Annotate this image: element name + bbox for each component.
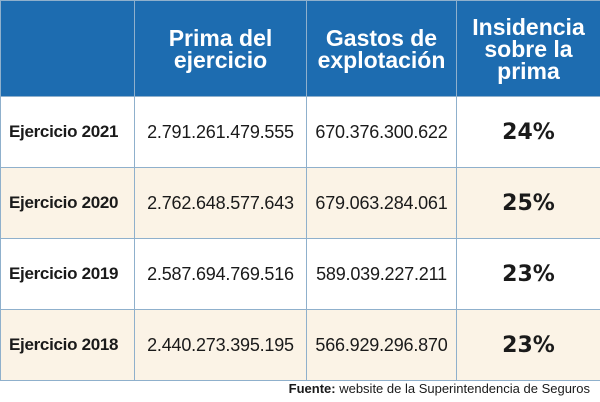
- source-text: website de la Superintendencia de Seguro…: [335, 381, 590, 396]
- source-note: Fuente: website de la Superintendencia d…: [289, 381, 590, 396]
- insidencia-cell: 23%: [456, 238, 600, 310]
- header-row: Prima del ejercicio Gastos de explotació…: [0, 0, 600, 97]
- insidencia-cell: 25%: [456, 167, 600, 239]
- header-insidencia: Insidencia sobre la prima: [456, 0, 600, 97]
- gastos-cell: 566.929.296.870: [306, 309, 457, 381]
- header-gastos: Gastos de explotación: [306, 0, 457, 97]
- table-row: Ejercicio 2018 2.440.273.395.195 566.929…: [0, 309, 600, 381]
- header-corner-cell: [0, 0, 135, 97]
- header-prima-label: Prima del ejercicio: [168, 24, 273, 73]
- prima-cell: 2.762.648.577.643: [134, 167, 307, 239]
- prima-cell: 2.440.273.395.195: [134, 309, 307, 381]
- table-row: Ejercicio 2019 2.587.694.769.516 589.039…: [0, 238, 600, 310]
- row-label: Ejercicio 2019: [0, 238, 135, 310]
- gastos-cell: 679.063.284.061: [306, 167, 457, 239]
- header-gastos-label: Gastos de explotación: [317, 24, 446, 73]
- table-row: Ejercicio 2021 2.791.261.479.555 670.376…: [0, 96, 600, 168]
- gastos-cell: 589.039.227.211: [306, 238, 457, 310]
- row-label: Ejercicio 2020: [0, 167, 135, 239]
- data-table: Prima del ejercicio Gastos de explotació…: [0, 0, 600, 381]
- header-insidencia-label: Insidencia sobre la prima: [472, 13, 585, 84]
- prima-cell: 2.587.694.769.516: [134, 238, 307, 310]
- data-table-container: Prima del ejercicio Gastos de explotació…: [0, 0, 600, 381]
- gastos-cell: 670.376.300.622: [306, 96, 457, 168]
- prima-cell: 2.791.261.479.555: [134, 96, 307, 168]
- row-label: Ejercicio 2018: [0, 309, 135, 381]
- table-row: Ejercicio 2020 2.762.648.577.643 679.063…: [0, 167, 600, 239]
- insidencia-cell: 23%: [456, 309, 600, 381]
- source-label: Fuente:: [288, 381, 336, 396]
- header-prima: Prima del ejercicio: [134, 0, 307, 97]
- row-label: Ejercicio 2021: [0, 96, 135, 168]
- insidencia-cell: 24%: [456, 96, 600, 168]
